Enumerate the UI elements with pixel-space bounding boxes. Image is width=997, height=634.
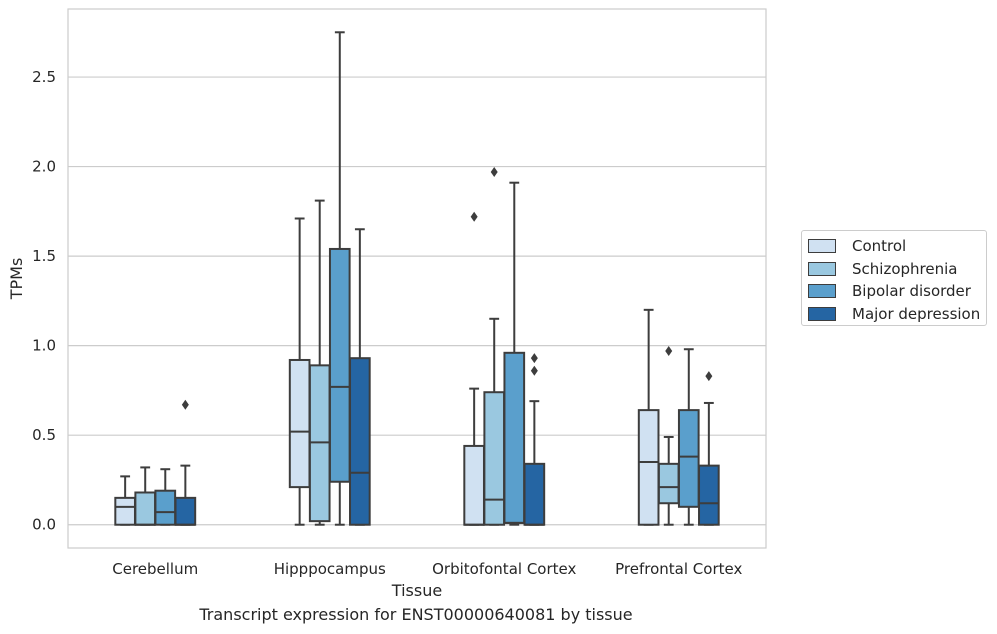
- box-body: [328, 247, 351, 483]
- box-body: [154, 489, 177, 526]
- y-tick-label: 1.0: [32, 337, 56, 355]
- x-tick-label: Orbitofontal Cortex: [432, 560, 576, 578]
- outlier-point: [181, 399, 189, 410]
- legend-label: Major depression: [852, 304, 981, 323]
- y-axis-label: TPMs: [7, 258, 26, 301]
- legend-swatch: [808, 284, 836, 299]
- y-tick-label: 2.0: [32, 158, 56, 176]
- box-control: [288, 217, 311, 526]
- outlier-point: [530, 365, 538, 376]
- box-body: [174, 496, 197, 526]
- box-bipolar-disorder: [503, 181, 526, 526]
- box-body: [114, 496, 136, 526]
- x-tick-label: Prefrontal Cortex: [615, 560, 742, 578]
- legend-swatch: [808, 239, 836, 254]
- y-tick-label: 2.5: [32, 68, 56, 86]
- x-tick-labels: Cerebellum Hipppocampus Orbitofontal Corte…: [112, 560, 742, 578]
- legend-swatch: [808, 261, 836, 276]
- box-body: [503, 351, 526, 524]
- y-tick-label: 1.5: [32, 247, 56, 265]
- box-control: [637, 308, 660, 526]
- box-major-depression: [174, 399, 197, 526]
- legend-label: Control: [852, 237, 907, 256]
- legend-item: Control: [808, 235, 986, 258]
- outlier-point: [530, 353, 538, 364]
- box-major-depression: [523, 353, 546, 526]
- box-control: [114, 475, 136, 526]
- box-major-depression: [698, 371, 720, 526]
- box-body: [349, 357, 371, 526]
- box-bipolar-disorder: [154, 468, 177, 526]
- box-body: [657, 462, 680, 505]
- box-bipolar-disorder: [677, 348, 700, 526]
- x-tick-label: Hipppocampus: [274, 560, 386, 578]
- legend-label: Bipolar disorder: [852, 282, 971, 301]
- box-body: [134, 491, 157, 526]
- box-body: [523, 462, 546, 526]
- outlier-point: [705, 371, 713, 382]
- legend-item: Schizophrenia: [808, 258, 986, 281]
- box-control: [463, 211, 485, 526]
- box-major-depression: [349, 228, 371, 526]
- legend-swatch: [808, 306, 836, 321]
- chart-title: Transcript expression for ENST0000064008…: [199, 605, 633, 624]
- boxes: [114, 31, 720, 526]
- box-body: [463, 444, 485, 526]
- legend-item: Bipolar disorder: [808, 280, 986, 303]
- box-body: [677, 409, 700, 508]
- outlier-point: [490, 166, 498, 177]
- y-tick-labels: 0.0 0.5 1.0 1.5 2.0 2.5: [32, 68, 56, 534]
- box-bipolar-disorder: [328, 31, 351, 526]
- y-tick-label: 0.5: [32, 426, 56, 444]
- box-schizophrenia: [134, 466, 157, 526]
- legend-label: Schizophrenia: [852, 259, 958, 278]
- y-tick-label: 0.0: [32, 516, 56, 534]
- box-body: [698, 464, 720, 526]
- box-body: [637, 409, 660, 526]
- box-body: [483, 391, 506, 526]
- grid-lines: [68, 76, 766, 526]
- x-tick-label: Cerebellum: [112, 560, 198, 578]
- outlier-point: [470, 211, 478, 222]
- outlier-point: [665, 346, 673, 357]
- x-axis-label: Tissue: [391, 581, 442, 600]
- legend: Control Schizophrenia Bipolar disorder Majo…: [801, 230, 987, 326]
- legend-item: Major depression: [808, 303, 986, 326]
- box-schizophrenia: [308, 199, 331, 526]
- plot-area-frame: [67, 8, 767, 549]
- box-body: [288, 358, 311, 489]
- box-schizophrenia: [657, 346, 680, 526]
